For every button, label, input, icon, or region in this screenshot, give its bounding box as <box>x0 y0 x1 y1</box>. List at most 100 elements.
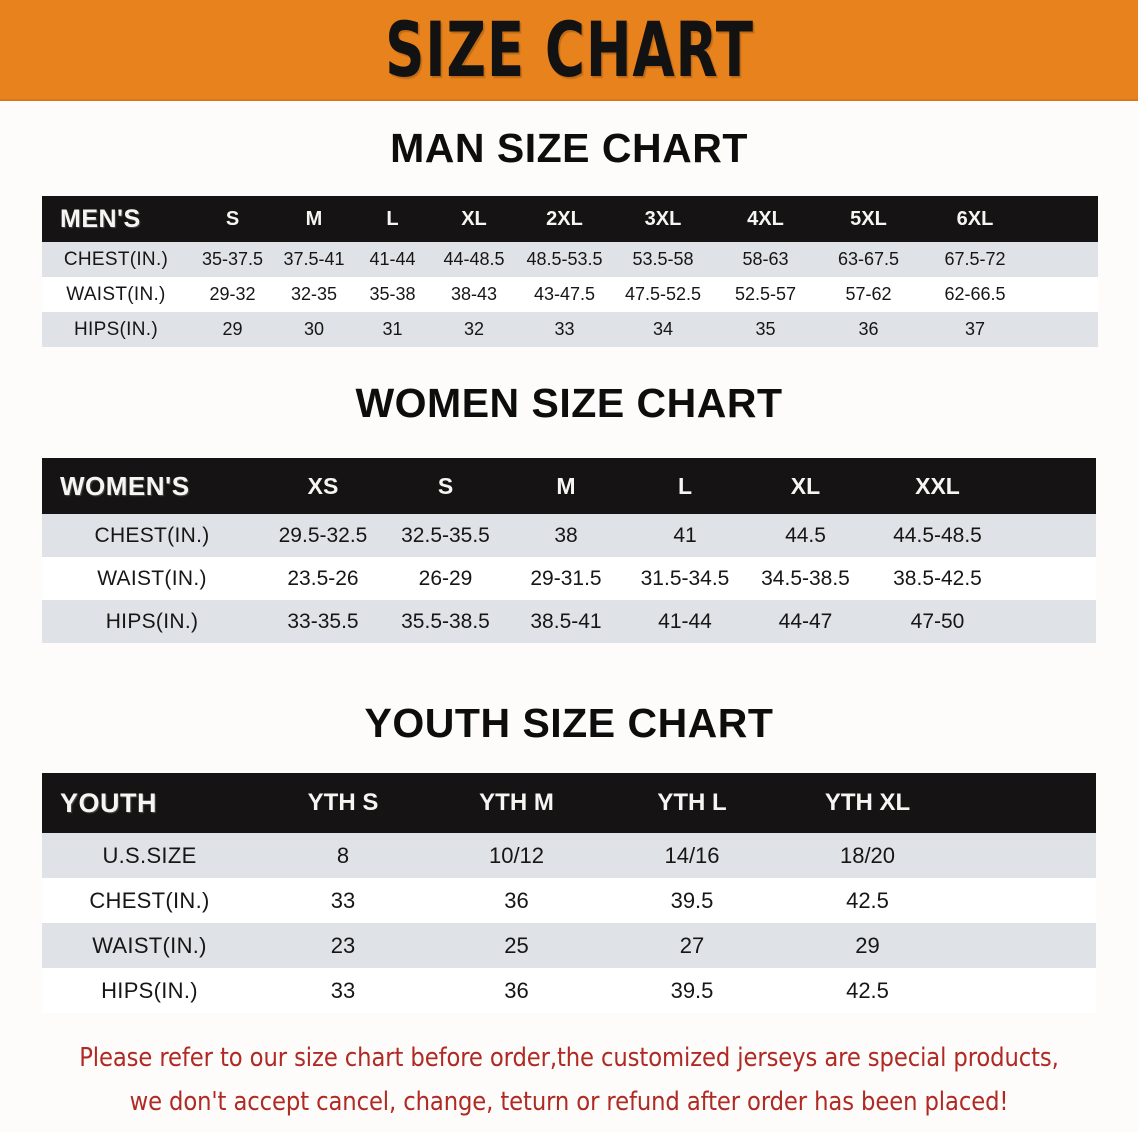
men-cell-r1-c6: 53.5-58 <box>613 242 713 277</box>
men-cell-r3-c7: 35 <box>713 312 818 347</box>
women-cell-r3-c4: 41-44 <box>625 600 745 643</box>
youth-cell-r2-c2: 36 <box>429 878 604 923</box>
youth-cell-r3-c2: 25 <box>429 923 604 968</box>
youth-cell-r4-c2: 36 <box>429 968 604 1013</box>
women-cell-filler <box>1009 557 1096 600</box>
women-cell-r3-c3: 38.5-41 <box>507 600 625 643</box>
table-row: WAIST(IN.) 29-32 32-35 35-38 38-43 43-47.5 47.… <box>42 277 1098 312</box>
men-cell-r3-c9: 37 <box>919 312 1031 347</box>
youth-section-title: YOUTH SIZE CHART <box>364 700 774 746</box>
women-row-label-1: CHEST(IN.) <box>42 514 262 557</box>
men-size-table: MEN'S S M L XL 2XL 3XL 4XL 5XL 6XL CHEST(IN.) 35-… <box>42 196 1098 347</box>
women-cell-r3-c6: 47-50 <box>866 600 1009 643</box>
men-table-header: MEN'S S M L XL 2XL 3XL 4XL 5XL 6XL <box>42 196 1098 242</box>
youth-size-table: YOUTH YTH S YTH M YTH L YTH XL U.S.SIZE 8 10/… <box>42 773 1096 1013</box>
men-cell-r2-c4: 38-43 <box>432 277 516 312</box>
youth-cell-filler <box>955 968 1096 1013</box>
youth-table-body: U.S.SIZE 8 10/12 14/16 18/20 CHEST(IN.) 33 36 39… <box>42 833 1096 1013</box>
men-cell-r1-c4: 44-48.5 <box>432 242 516 277</box>
youth-row-label-2: CHEST(IN.) <box>42 878 257 923</box>
disclaimer-line-1: Please refer to our size chart before or… <box>79 1043 1059 1073</box>
women-cell-filler <box>1009 600 1096 643</box>
men-column-header-2: M <box>275 196 353 242</box>
men-cell-r1-c7: 58-63 <box>713 242 818 277</box>
women-cell-r1-c2: 32.5-35.5 <box>384 514 507 557</box>
youth-cell-r1-c3: 14/16 <box>604 833 780 878</box>
women-row-label-3: HIPS(IN.) <box>42 600 262 643</box>
men-cell-r1-c2: 37.5-41 <box>275 242 353 277</box>
women-corner-label: WOMEN'S <box>42 458 262 514</box>
table-row: HIPS(IN.) 33-35.5 35.5-38.5 38.5-41 41-44 44-… <box>42 600 1096 643</box>
youth-row-label-4: HIPS(IN.) <box>42 968 257 1013</box>
women-header-row: WOMEN'S XS S M L XL XXL <box>42 458 1096 514</box>
men-cell-r2-c7: 52.5-57 <box>713 277 818 312</box>
youth-corner-label: YOUTH <box>42 773 257 833</box>
women-cell-r3-c5: 44-47 <box>745 600 866 643</box>
women-cell-r3-c1: 33-35.5 <box>262 600 384 643</box>
order-disclaimer: Please refer to our size chart before or… <box>17 1036 1121 1124</box>
youth-column-header-filler <box>955 773 1096 833</box>
youth-column-header-3: YTH L <box>604 773 780 833</box>
women-cell-r2-c2: 26-29 <box>384 557 507 600</box>
men-cell-r3-c3: 31 <box>353 312 432 347</box>
men-cell-r1-c3: 41-44 <box>353 242 432 277</box>
women-cell-r2-c6: 38.5-42.5 <box>866 557 1009 600</box>
youth-cell-r2-c4: 42.5 <box>780 878 955 923</box>
women-cell-r2-c3: 29-31.5 <box>507 557 625 600</box>
men-cell-r2-c8: 57-62 <box>818 277 919 312</box>
men-cell-filler <box>1031 242 1098 277</box>
women-cell-r3-c2: 35.5-38.5 <box>384 600 507 643</box>
women-cell-filler <box>1009 514 1096 557</box>
youth-cell-r3-c4: 29 <box>780 923 955 968</box>
men-cell-r2-c2: 32-35 <box>275 277 353 312</box>
men-column-header-6: 3XL <box>613 196 713 242</box>
men-table-body: CHEST(IN.) 35-37.5 37.5-41 41-44 44-48.5 48.5… <box>42 242 1098 347</box>
men-cell-r1-c9: 67.5-72 <box>919 242 1031 277</box>
youth-cell-r4-c4: 42.5 <box>780 968 955 1013</box>
men-cell-r3-c1: 29 <box>190 312 275 347</box>
men-cell-r2-c9: 62-66.5 <box>919 277 1031 312</box>
youth-column-header-2: YTH M <box>429 773 604 833</box>
men-column-header-8: 5XL <box>818 196 919 242</box>
table-row: WAIST(IN.) 23 25 27 29 <box>42 923 1096 968</box>
men-corner-label: MEN'S <box>42 196 190 242</box>
men-cell-r3-c5: 33 <box>516 312 613 347</box>
youth-cell-filler <box>955 878 1096 923</box>
women-cell-r1-c1: 29.5-32.5 <box>262 514 384 557</box>
men-column-header-5: 2XL <box>516 196 613 242</box>
women-cell-r2-c5: 34.5-38.5 <box>745 557 866 600</box>
men-row-label-3: HIPS(IN.) <box>42 312 190 347</box>
youth-cell-r2-c1: 33 <box>257 878 429 923</box>
youth-row-label-1: U.S.SIZE <box>42 833 257 878</box>
youth-cell-r4-c1: 33 <box>257 968 429 1013</box>
youth-table-header: YOUTH YTH S YTH M YTH L YTH XL <box>42 773 1096 833</box>
men-cell-r2-c6: 47.5-52.5 <box>613 277 713 312</box>
youth-column-header-4: YTH XL <box>780 773 955 833</box>
disclaimer-line-2: we don't accept cancel, change, teturn o… <box>129 1087 1009 1117</box>
women-column-header-2: S <box>384 458 507 514</box>
men-cell-r3-c2: 30 <box>275 312 353 347</box>
men-row-label-2: WAIST(IN.) <box>42 277 190 312</box>
men-cell-r3-c6: 34 <box>613 312 713 347</box>
youth-cell-r2-c3: 39.5 <box>604 878 780 923</box>
men-column-header-9: 6XL <box>919 196 1031 242</box>
women-size-table: WOMEN'S XS S M L XL XXL CHEST(IN.) 29.5-32.5 32… <box>42 458 1096 643</box>
table-row: HIPS(IN.) 33 36 39.5 42.5 <box>42 968 1096 1013</box>
youth-header-row: YOUTH YTH S YTH M YTH L YTH XL <box>42 773 1096 833</box>
women-column-header-6: XXL <box>866 458 1009 514</box>
men-cell-r2-c3: 35-38 <box>353 277 432 312</box>
table-row: U.S.SIZE 8 10/12 14/16 18/20 <box>42 833 1096 878</box>
youth-cell-r1-c4: 18/20 <box>780 833 955 878</box>
men-cell-r2-c1: 29-32 <box>190 277 275 312</box>
women-cell-r2-c1: 23.5-26 <box>262 557 384 600</box>
men-column-header-1: S <box>190 196 275 242</box>
women-cell-r1-c4: 41 <box>625 514 745 557</box>
youth-cell-r3-c1: 23 <box>257 923 429 968</box>
youth-cell-filler <box>955 923 1096 968</box>
women-column-header-filler <box>1009 458 1096 514</box>
men-cell-r3-c4: 32 <box>432 312 516 347</box>
women-column-header-3: M <box>507 458 625 514</box>
men-row-label-1: CHEST(IN.) <box>42 242 190 277</box>
page-banner: SIZE CHART <box>0 0 1138 101</box>
